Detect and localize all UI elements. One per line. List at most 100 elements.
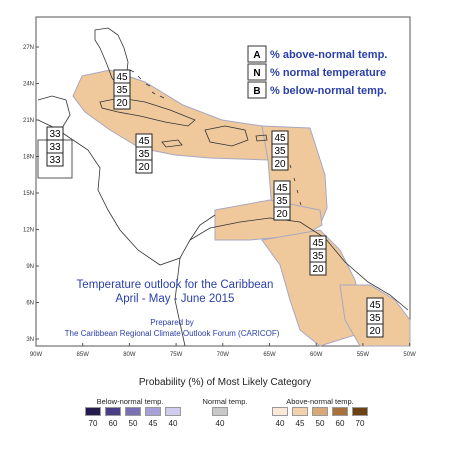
lat-tick-label: 21N: [23, 118, 34, 124]
lat-tick-label: 15N: [23, 191, 34, 197]
lon-tick-label: 75W: [170, 352, 183, 358]
legend-key-a: A: [253, 50, 260, 61]
category-legend: A % above-normal temp. N % normal temper…: [247, 45, 387, 99]
prob-value-normal: 35: [116, 85, 128, 96]
central-america-coast: [37, 119, 216, 266]
map-title-line1: Temperature outlook for the Caribbean: [77, 279, 274, 291]
prob-stack-northern-south-america: 45 35 20: [309, 235, 327, 276]
legend-desc-n: % normal temperature: [270, 67, 386, 79]
above-normal-swatch: [292, 407, 308, 416]
south-america-coast: [189, 217, 409, 311]
prob-stack-guianas: 45 35 20: [366, 297, 384, 338]
prob-value-below: 33: [49, 155, 61, 166]
prob-value-above: 45: [116, 72, 128, 83]
lon-tick-label: 70W: [217, 352, 230, 358]
above-normal-swatch-label: 60: [335, 419, 345, 428]
prob-value-above: 45: [312, 238, 324, 249]
prob-value-above: 45: [369, 300, 381, 311]
cuba-coast: [99, 97, 196, 127]
prob-value-above: 45: [138, 136, 150, 147]
below-normal-swatch-label: 60: [108, 419, 118, 428]
prob-cell-below: [46, 152, 64, 167]
legend-desc-a: % above-normal temp.: [270, 49, 387, 61]
lon-tick-label: 90W: [30, 352, 43, 358]
lat-tick-label: 6N: [26, 301, 34, 307]
south-america-inland: [174, 257, 186, 347]
prob-value-below: 20: [276, 209, 288, 220]
above-normal-swatch-label: 40: [275, 419, 285, 428]
probability-stacks: 45 35 20 33 33 33 45 35 20 45 35 20 45 35 20 45 35 20 45 35…: [46, 69, 384, 338]
yucatan-coast: [37, 95, 71, 129]
above-normal-swatch: [332, 407, 348, 416]
scale-title: Probability (%) of Most Likely Category: [138, 377, 312, 388]
prob-stack-leeward-islands: 45 35 20: [271, 130, 289, 171]
longitude-ticks: 90W 85W 80W 75W 70W 65W 60W 55W 50W: [30, 343, 416, 358]
prob-cell-below: [273, 206, 291, 221]
prob-value-below: 20: [369, 326, 381, 337]
legend-key-box-n: [247, 63, 267, 81]
prob-value-normal: 35: [276, 196, 288, 207]
below-normal-swatch: [165, 407, 181, 416]
legend-key-b: B: [253, 86, 260, 97]
legend-desc-b: % below-normal temp.: [270, 85, 387, 97]
below-normal-swatch-label: 50: [128, 419, 138, 428]
prob-value-below: 20: [138, 162, 150, 173]
lon-tick-label: 80W: [123, 352, 136, 358]
legend-key-n: N: [253, 68, 260, 79]
prob-value-above: 33: [49, 129, 61, 140]
prob-stack-jamaica-area: 45 35 20: [135, 133, 153, 174]
prob-stack-northern-caribbean: 45 35 20: [113, 69, 131, 110]
prob-value-normal: 35: [312, 251, 324, 262]
prob-cell-below: [366, 323, 384, 338]
above-normal-swatch-label: 45: [295, 419, 305, 428]
prepared-by-line2: The Caribbean Regional Climate Outlook F…: [65, 329, 280, 338]
normal-swatch-label: 40: [215, 419, 225, 428]
prob-cell-below: [309, 261, 327, 276]
normal-label: Normal temp.: [202, 397, 248, 406]
lat-tick-label: 18N: [23, 155, 34, 161]
prob-value-above: 45: [274, 133, 286, 144]
prob-stack-windward-islands: 45 35 20: [273, 180, 291, 221]
puerto-rico-coast: [255, 134, 268, 142]
lat-tick-label: 24N: [23, 82, 34, 88]
lat-tick-label: 9N: [26, 264, 34, 270]
prob-value-below: 20: [274, 159, 286, 170]
latitude-ticks: 27N 24N 21N 18N 15N 12N 9N 6N 3N: [23, 45, 39, 343]
prepared-by-line1: Prepared by: [150, 318, 194, 327]
lat-tick-label: 3N: [26, 337, 34, 343]
above-normal-swatch: [352, 407, 368, 416]
prob-value-normal: 35: [369, 313, 381, 324]
lat-tick-label: 27N: [23, 45, 34, 51]
normal-swatch: [212, 407, 228, 416]
below-normal-swatch: [145, 407, 161, 416]
prob-value-above: 45: [276, 183, 288, 194]
above-normal-swatch: [272, 407, 288, 416]
prob-cell-below: [135, 159, 153, 174]
hispaniola-coast: [204, 125, 249, 147]
forecast-regions: [37, 69, 411, 347]
above-normal-label: Above-normal temp.: [286, 397, 354, 406]
below-normal-swatch-label: 40: [168, 419, 178, 428]
above-normal-swatch-label: 70: [355, 419, 365, 428]
below-normal-swatch: [125, 407, 141, 416]
map-title-line2: April - May - June 2015: [116, 293, 235, 305]
prob-value-below: 20: [116, 98, 128, 109]
lon-tick-label: 60W: [310, 352, 323, 358]
lon-tick-label: 65W: [263, 352, 276, 358]
bahamas-islands: [129, 69, 165, 99]
prob-value-below: 20: [312, 264, 324, 275]
prob-stack-central-america-north: 33 33 33: [46, 126, 64, 167]
lon-tick-label: 55W: [357, 352, 370, 358]
lon-tick-label: 50W: [403, 352, 416, 358]
above-normal-swatch: [312, 407, 328, 416]
below-normal-swatch: [105, 407, 121, 416]
legend-key-box-b: [247, 81, 267, 99]
prob-value-normal: 33: [49, 142, 61, 153]
prob-cell-below: [113, 95, 131, 110]
prob-value-normal: 35: [274, 146, 286, 157]
jamaica-coast: [161, 139, 183, 148]
below-normal-swatch-label: 45: [148, 419, 158, 428]
below-normal-label: Below-normal temp.: [96, 397, 164, 406]
below-normal-swatch: [85, 407, 101, 416]
